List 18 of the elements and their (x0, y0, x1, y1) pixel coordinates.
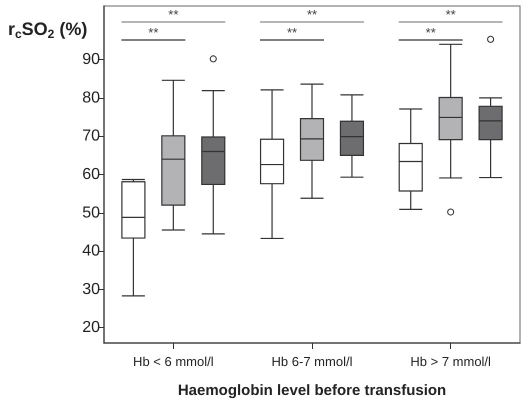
x-axis-title: Haemoglobin level before transfusion (178, 382, 446, 399)
annotation: ** (446, 7, 456, 22)
annotation: ** (148, 25, 158, 40)
annotation: ** (168, 7, 178, 22)
annotation: ** (286, 25, 298, 40)
y-tick-label: 50 (82, 204, 100, 222)
annotation: ** (306, 7, 318, 22)
y-tick-label: 40 (82, 242, 100, 260)
x-tick-label: Hb 6-7 mmol/l (272, 354, 353, 369)
x-tick-label: Hb < 6 mmol/l (133, 354, 214, 369)
y-tick-label: 30 (82, 280, 100, 298)
y-tick-label: 70 (82, 128, 100, 145)
x-tick-label: Hb > 7 mmol/l (410, 354, 492, 369)
y-tick-label: 90 (82, 51, 100, 68)
y-tick-label: 20 (82, 319, 100, 336)
y-tick-label: 60 (82, 166, 100, 183)
annotation: ** (426, 25, 436, 40)
y-tick-label: 80 (82, 89, 100, 106)
